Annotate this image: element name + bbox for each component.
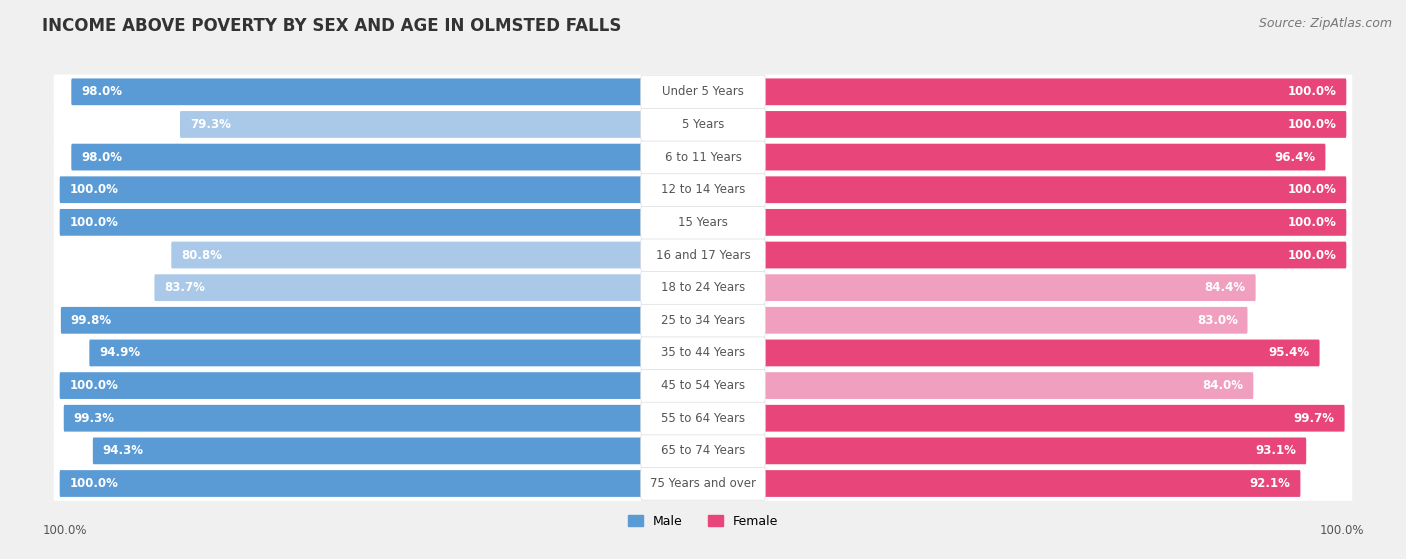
FancyBboxPatch shape bbox=[53, 140, 1353, 174]
FancyBboxPatch shape bbox=[641, 369, 765, 402]
FancyBboxPatch shape bbox=[763, 438, 1306, 465]
FancyBboxPatch shape bbox=[59, 209, 643, 236]
Text: 83.7%: 83.7% bbox=[165, 281, 205, 294]
Text: 93.1%: 93.1% bbox=[1256, 444, 1296, 457]
FancyBboxPatch shape bbox=[641, 337, 765, 369]
Text: 94.3%: 94.3% bbox=[103, 444, 143, 457]
FancyBboxPatch shape bbox=[93, 438, 643, 465]
FancyBboxPatch shape bbox=[763, 241, 1347, 268]
FancyBboxPatch shape bbox=[641, 304, 765, 337]
FancyBboxPatch shape bbox=[641, 140, 765, 174]
FancyBboxPatch shape bbox=[763, 405, 1344, 432]
FancyBboxPatch shape bbox=[53, 172, 1353, 207]
Text: 94.9%: 94.9% bbox=[98, 347, 141, 359]
Text: 96.4%: 96.4% bbox=[1274, 150, 1316, 164]
FancyBboxPatch shape bbox=[53, 335, 1353, 370]
FancyBboxPatch shape bbox=[763, 111, 1347, 138]
Text: Under 5 Years: Under 5 Years bbox=[662, 86, 744, 98]
Text: 100.0%: 100.0% bbox=[1288, 249, 1337, 262]
FancyBboxPatch shape bbox=[155, 274, 643, 301]
Text: 92.1%: 92.1% bbox=[1250, 477, 1291, 490]
Text: 5 Years: 5 Years bbox=[682, 118, 724, 131]
FancyBboxPatch shape bbox=[53, 303, 1353, 338]
FancyBboxPatch shape bbox=[763, 144, 1326, 170]
FancyBboxPatch shape bbox=[53, 74, 1353, 109]
FancyBboxPatch shape bbox=[53, 368, 1353, 403]
Text: 35 to 44 Years: 35 to 44 Years bbox=[661, 347, 745, 359]
Text: 15 Years: 15 Years bbox=[678, 216, 728, 229]
Text: 79.3%: 79.3% bbox=[190, 118, 231, 131]
Text: 45 to 54 Years: 45 to 54 Years bbox=[661, 379, 745, 392]
FancyBboxPatch shape bbox=[72, 144, 643, 170]
Text: 65 to 74 Years: 65 to 74 Years bbox=[661, 444, 745, 457]
FancyBboxPatch shape bbox=[763, 176, 1347, 203]
Text: 55 to 64 Years: 55 to 64 Years bbox=[661, 412, 745, 425]
Text: 80.8%: 80.8% bbox=[181, 249, 222, 262]
FancyBboxPatch shape bbox=[763, 372, 1253, 399]
Text: 95.4%: 95.4% bbox=[1268, 347, 1310, 359]
FancyBboxPatch shape bbox=[53, 434, 1353, 468]
Text: Source: ZipAtlas.com: Source: ZipAtlas.com bbox=[1258, 17, 1392, 30]
Text: 100.0%: 100.0% bbox=[42, 524, 87, 537]
Text: 16 and 17 Years: 16 and 17 Years bbox=[655, 249, 751, 262]
FancyBboxPatch shape bbox=[763, 470, 1301, 497]
Text: 100.0%: 100.0% bbox=[69, 477, 118, 490]
Text: 98.0%: 98.0% bbox=[82, 150, 122, 164]
Text: 100.0%: 100.0% bbox=[1288, 183, 1337, 196]
FancyBboxPatch shape bbox=[763, 307, 1247, 334]
FancyBboxPatch shape bbox=[59, 176, 643, 203]
FancyBboxPatch shape bbox=[53, 401, 1353, 435]
FancyBboxPatch shape bbox=[641, 434, 765, 467]
FancyBboxPatch shape bbox=[763, 274, 1256, 301]
Legend: Male, Female: Male, Female bbox=[623, 510, 783, 533]
Text: 98.0%: 98.0% bbox=[82, 86, 122, 98]
FancyBboxPatch shape bbox=[90, 339, 643, 366]
FancyBboxPatch shape bbox=[763, 78, 1347, 105]
Text: 99.8%: 99.8% bbox=[70, 314, 111, 327]
FancyBboxPatch shape bbox=[641, 238, 765, 272]
Text: 84.0%: 84.0% bbox=[1202, 379, 1243, 392]
Text: 100.0%: 100.0% bbox=[1288, 118, 1337, 131]
FancyBboxPatch shape bbox=[53, 271, 1353, 305]
Text: INCOME ABOVE POVERTY BY SEX AND AGE IN OLMSTED FALLS: INCOME ABOVE POVERTY BY SEX AND AGE IN O… bbox=[42, 17, 621, 35]
FancyBboxPatch shape bbox=[641, 75, 765, 108]
FancyBboxPatch shape bbox=[172, 241, 643, 268]
Text: 100.0%: 100.0% bbox=[69, 379, 118, 392]
FancyBboxPatch shape bbox=[641, 173, 765, 206]
Text: 25 to 34 Years: 25 to 34 Years bbox=[661, 314, 745, 327]
FancyBboxPatch shape bbox=[63, 405, 643, 432]
Text: 83.0%: 83.0% bbox=[1197, 314, 1237, 327]
FancyBboxPatch shape bbox=[641, 401, 765, 435]
Text: 75 Years and over: 75 Years and over bbox=[650, 477, 756, 490]
Text: 99.3%: 99.3% bbox=[73, 412, 114, 425]
FancyBboxPatch shape bbox=[59, 372, 643, 399]
FancyBboxPatch shape bbox=[641, 108, 765, 141]
FancyBboxPatch shape bbox=[72, 78, 643, 105]
FancyBboxPatch shape bbox=[53, 238, 1353, 272]
FancyBboxPatch shape bbox=[763, 339, 1320, 366]
Text: 84.4%: 84.4% bbox=[1205, 281, 1246, 294]
FancyBboxPatch shape bbox=[53, 466, 1353, 501]
Text: 18 to 24 Years: 18 to 24 Years bbox=[661, 281, 745, 294]
Text: 100.0%: 100.0% bbox=[1288, 216, 1337, 229]
FancyBboxPatch shape bbox=[180, 111, 643, 138]
Text: 6 to 11 Years: 6 to 11 Years bbox=[665, 150, 741, 164]
FancyBboxPatch shape bbox=[641, 467, 765, 500]
Text: 12 to 14 Years: 12 to 14 Years bbox=[661, 183, 745, 196]
Text: 100.0%: 100.0% bbox=[69, 183, 118, 196]
FancyBboxPatch shape bbox=[763, 209, 1347, 236]
FancyBboxPatch shape bbox=[641, 206, 765, 239]
Text: 100.0%: 100.0% bbox=[1288, 86, 1337, 98]
FancyBboxPatch shape bbox=[59, 470, 643, 497]
FancyBboxPatch shape bbox=[641, 271, 765, 304]
FancyBboxPatch shape bbox=[60, 307, 643, 334]
Text: 100.0%: 100.0% bbox=[1319, 524, 1364, 537]
Text: 99.7%: 99.7% bbox=[1294, 412, 1334, 425]
Text: 100.0%: 100.0% bbox=[69, 216, 118, 229]
FancyBboxPatch shape bbox=[53, 205, 1353, 240]
FancyBboxPatch shape bbox=[53, 107, 1353, 142]
